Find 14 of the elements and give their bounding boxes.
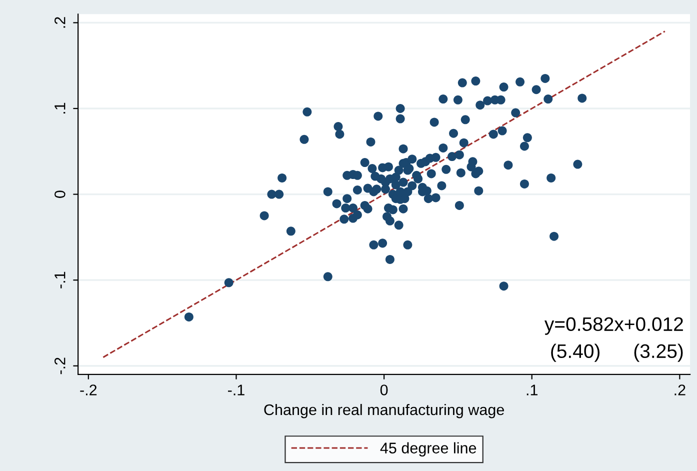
x-axis-title: Change in real manufacturing wage	[264, 404, 504, 418]
y-tick-label: 0	[54, 190, 66, 198]
y-tick-label: -.1	[54, 272, 66, 288]
x-tick-label: 0	[380, 384, 388, 396]
annotation: (5.40) (3.25)	[551, 344, 683, 362]
x-tick-label: .2	[674, 384, 686, 396]
y-tick-label: -.2	[54, 358, 66, 374]
legend-label: 45 degree line	[380, 442, 476, 456]
y-tick-label: .2	[54, 17, 66, 28]
annotation: y=0.582x+0.012	[544, 317, 683, 335]
y-tick-label: .1	[54, 102, 66, 114]
x-tick-label: .1	[526, 384, 538, 396]
x-tick-label: -.1	[228, 384, 244, 396]
x-tick-label: -.2	[80, 384, 97, 396]
